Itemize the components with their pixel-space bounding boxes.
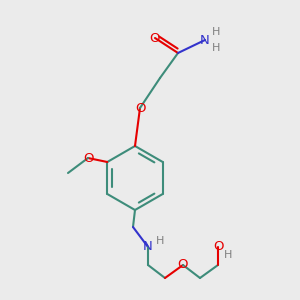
Text: O: O [178,259,188,272]
Text: O: O [150,32,160,44]
Text: O: O [213,241,223,254]
Text: N: N [143,241,153,254]
Text: N: N [200,34,210,46]
Text: H: H [156,236,164,246]
Text: O: O [83,152,93,164]
Text: H: H [212,43,220,53]
Text: H: H [224,250,232,260]
Text: O: O [135,101,145,115]
Text: H: H [212,27,220,37]
